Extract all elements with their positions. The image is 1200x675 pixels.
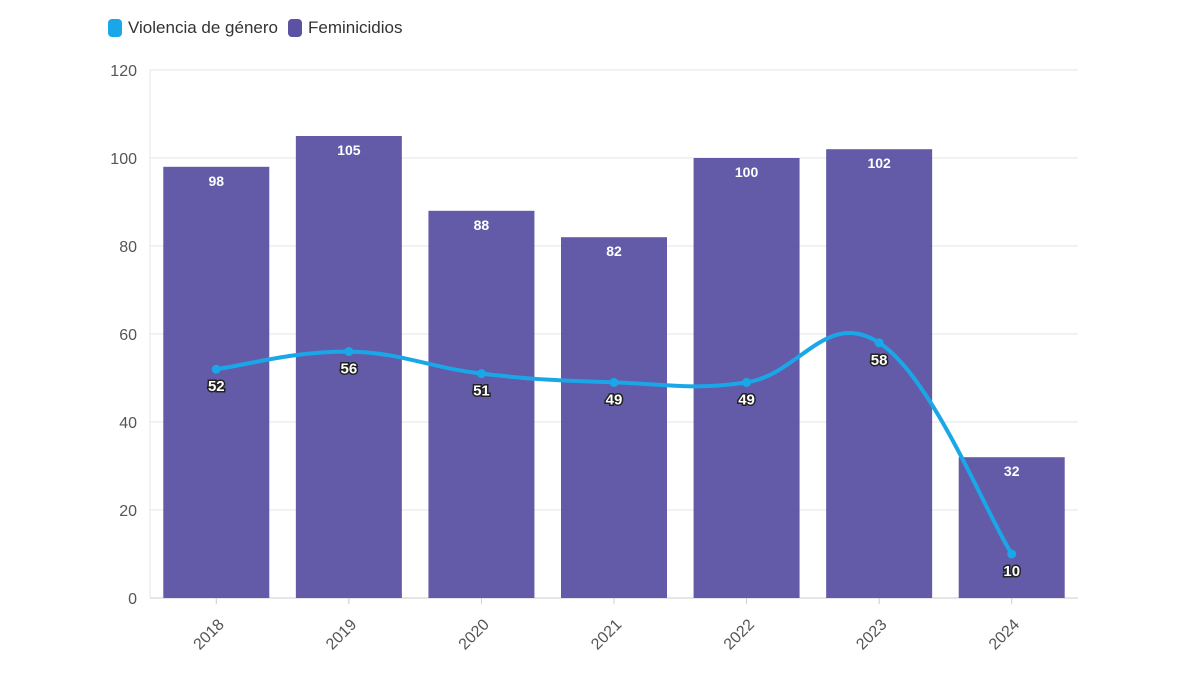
bar-label-2019: 105 xyxy=(337,142,361,158)
bar-label-2022: 100 xyxy=(735,164,759,180)
x-tick-label-2023: 2023 xyxy=(853,616,890,653)
bar-2024[interactable] xyxy=(958,457,1065,598)
line-label-2021: 49 xyxy=(606,391,623,408)
bar-label-2024: 32 xyxy=(1004,463,1020,479)
bar-2023[interactable] xyxy=(826,149,933,598)
line-point-2023[interactable] xyxy=(874,338,884,348)
legend: Violencia de género Feminicidios xyxy=(108,18,402,38)
legend-label-feminicidios: Feminicidios xyxy=(307,18,403,37)
y-tick-label-60: 60 xyxy=(119,327,137,344)
line-label-2022: 49 xyxy=(738,391,755,408)
y-tick-label-20: 20 xyxy=(119,503,137,520)
x-tick-label-2024: 2024 xyxy=(986,616,1023,653)
line-label-2020: 51 xyxy=(473,383,490,400)
x-tick-label-2019: 2019 xyxy=(323,616,360,653)
y-tick-label-80: 80 xyxy=(119,239,137,256)
line-label-2019: 56 xyxy=(341,361,358,378)
line-label-2018: 52 xyxy=(208,378,225,395)
line-point-2024[interactable] xyxy=(1007,549,1017,559)
bar-label-2020: 88 xyxy=(474,217,490,233)
y-tick-label-40: 40 xyxy=(119,415,137,432)
x-tick-label-2021: 2021 xyxy=(588,616,625,653)
legend-label-violencia: Violencia de género xyxy=(128,18,278,37)
legend-item-feminicidios[interactable]: Feminicidios xyxy=(287,18,403,38)
y-tick-label-0: 0 xyxy=(128,591,137,608)
line-point-2022[interactable] xyxy=(742,377,752,387)
x-tick-label-2018: 2018 xyxy=(191,616,228,653)
legend-swatch-feminicidios xyxy=(287,19,302,37)
line-label-2023: 58 xyxy=(871,352,888,369)
legend-swatch-violencia xyxy=(108,19,122,37)
bar-label-2023: 102 xyxy=(867,155,891,171)
line-point-2021[interactable] xyxy=(609,377,619,387)
bar-2020[interactable] xyxy=(428,210,535,599)
legend-item-violencia[interactable]: Violencia de género xyxy=(108,18,278,38)
line-point-2020[interactable] xyxy=(476,369,486,379)
y-tick-label-100: 100 xyxy=(110,151,137,168)
x-tick-label-2022: 2022 xyxy=(721,616,758,653)
x-tick-label-2020: 2020 xyxy=(456,616,493,653)
line-point-2019[interactable] xyxy=(344,347,354,357)
bar-label-2018: 98 xyxy=(208,173,224,189)
line-label-2024: 10 xyxy=(1003,563,1020,580)
y-tick-label-120: 120 xyxy=(110,63,137,80)
line-point-2018[interactable] xyxy=(211,364,221,374)
bar-2019[interactable] xyxy=(295,136,402,598)
bar-2021[interactable] xyxy=(561,237,667,598)
bar-label-2021: 82 xyxy=(606,243,622,259)
bar-2018[interactable] xyxy=(163,166,270,599)
